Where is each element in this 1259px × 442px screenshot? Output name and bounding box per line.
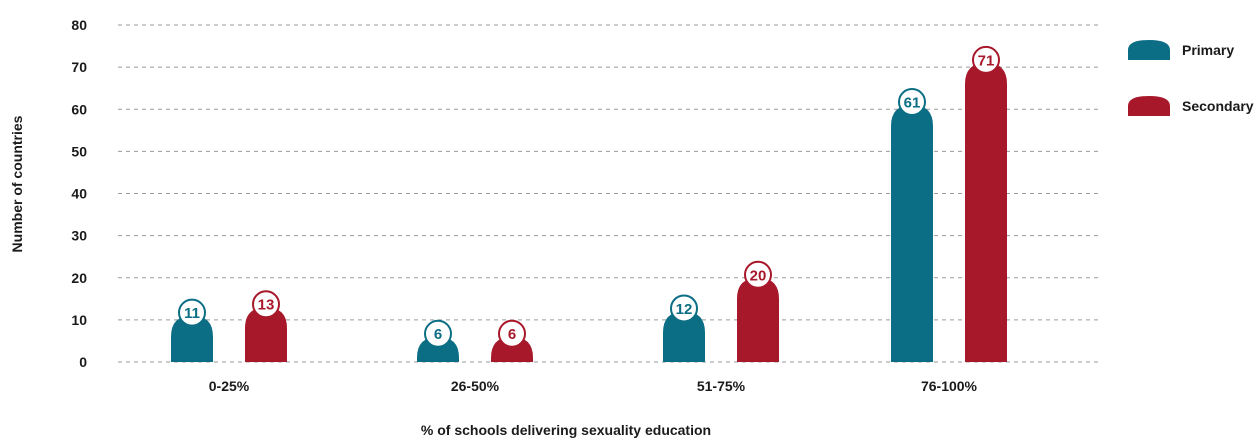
y-tick-label: 40	[71, 186, 87, 202]
data-label-badge	[178, 298, 206, 327]
legend-label-secondary: Secondary	[1182, 98, 1254, 114]
y-tick-label: 60	[71, 101, 87, 117]
y-tick-label: 50	[71, 143, 87, 159]
data-label: 13	[258, 297, 275, 314]
data-label-badge	[972, 45, 1000, 74]
y-tick-label: 20	[71, 270, 87, 286]
x-tick-label: 51-75%	[697, 378, 746, 394]
y-tick-label: 70	[71, 59, 87, 75]
legend-swatch-secondary	[1128, 96, 1170, 116]
data-label-badge	[898, 88, 926, 117]
data-label: 20	[750, 267, 767, 284]
bar-secondary-0-25%	[245, 307, 287, 362]
legend-label-primary: Primary	[1182, 42, 1234, 58]
data-label: 6	[434, 326, 442, 343]
x-tick-label: 0-25%	[209, 378, 250, 394]
y-axis-ticks: 0 10 20 30 40 50 60 70 80	[71, 17, 87, 370]
data-label: 11	[184, 305, 200, 322]
x-axis-title: % of schools delivering sexuality educat…	[421, 422, 711, 438]
y-tick-label: 30	[71, 228, 87, 244]
bar-primary-51-75%	[663, 311, 705, 362]
bar-secondary-76-100%	[965, 62, 1007, 362]
y-tick-label: 0	[79, 354, 87, 370]
data-label-badge	[252, 290, 280, 319]
data-label: 61	[904, 95, 921, 112]
bar-primary-0-25%	[171, 315, 213, 362]
y-tick-label: 10	[71, 312, 87, 328]
y-axis-title: Number of countries	[9, 115, 25, 252]
data-label: 6	[508, 326, 516, 343]
data-label-badge	[670, 294, 698, 323]
data-label-badge	[744, 260, 772, 289]
data-label-badge	[424, 319, 452, 348]
legend: Primary Secondary	[1128, 40, 1254, 116]
bars-layer	[171, 62, 1007, 362]
data-label: 12	[676, 301, 693, 318]
bar-primary-26-50%	[417, 336, 459, 362]
legend-swatch-primary	[1128, 40, 1170, 60]
data-labels-layer: 11 6 12 61 13 6 20 71	[178, 45, 1000, 348]
data-label-badge	[498, 319, 526, 348]
bar-primary-76-100%	[891, 105, 933, 362]
y-tick-label: 80	[71, 17, 87, 33]
x-axis-ticks: 0-25% 26-50% 51-75% 76-100%	[209, 378, 978, 394]
x-tick-label: 26-50%	[451, 378, 500, 394]
data-label: 71	[978, 52, 995, 69]
x-tick-label: 76-100%	[921, 378, 978, 394]
bar-secondary-51-75%	[737, 277, 779, 362]
bar-secondary-26-50%	[491, 336, 533, 362]
